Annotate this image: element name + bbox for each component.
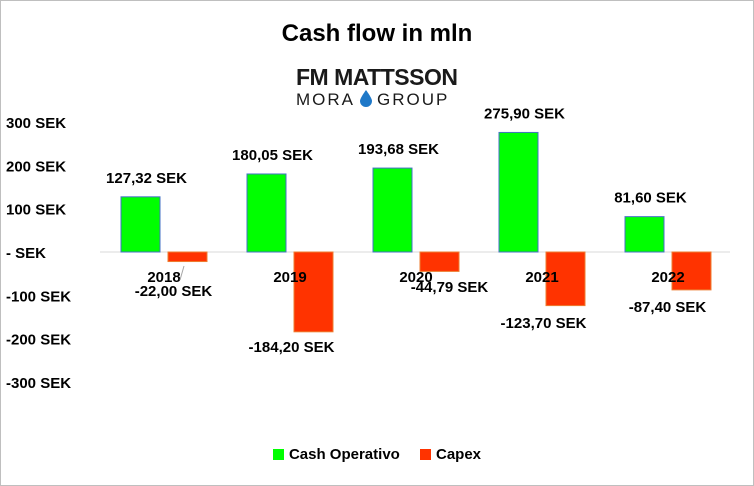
y-tick-label: 100 SEK [6, 202, 66, 219]
y-tick-label: 300 SEK [6, 115, 66, 132]
legend-swatch-cash-operativo [272, 449, 284, 460]
data-label-cash-operativo: 127,32 SEK [106, 170, 187, 187]
logo-group: GROUP [377, 90, 450, 109]
data-label-cash-operativo: 193,68 SEK [358, 141, 439, 158]
data-label-cash-operativo: 81,60 SEK [614, 190, 687, 207]
legend-label-capex: Capex [436, 446, 482, 463]
water-drop-icon [360, 90, 372, 112]
data-label-capex: -184,20 SEK [249, 339, 335, 356]
y-tick-label: -300 SEK [6, 375, 71, 392]
x-tick-label: 2018 [147, 269, 180, 286]
data-label-cash-operativo: 275,90 SEK [484, 105, 565, 122]
bar-cash-operativo [498, 131, 539, 253]
bar-capex [293, 251, 334, 333]
x-tick-label: 2019 [273, 269, 306, 286]
legend-item-capex: Capex [420, 446, 481, 463]
logo-mora: MORA [296, 90, 355, 109]
bar-cash-operativo [624, 216, 665, 253]
data-label-capex: -44,79 SEK [411, 279, 489, 296]
logo-name: FM MATTSSON [296, 64, 458, 90]
data-label-capex: -87,40 SEK [629, 299, 707, 316]
x-tick-label: 2020 [399, 269, 432, 286]
logo-subline: MORA GROUP [296, 90, 449, 112]
data-label-capex: -123,70 SEK [501, 315, 587, 332]
y-tick-label: -100 SEK [6, 288, 71, 305]
y-tick-label: -200 SEK [6, 332, 71, 349]
bar-cash-operativo [120, 196, 161, 253]
bar-cash-operativo [372, 167, 413, 253]
chart-title: Cash flow in mln [281, 20, 473, 47]
y-tick-label: 200 SEK [6, 158, 66, 175]
legend: Cash Operativo Capex [0, 446, 754, 464]
bar-capex [419, 251, 460, 272]
y-tick-label: - SEK [6, 245, 46, 262]
x-tick-label: 2022 [651, 269, 684, 286]
bar-capex [671, 251, 712, 291]
bar-capex [545, 251, 586, 307]
leader-line [179, 265, 185, 281]
legend-swatch-capex [420, 449, 431, 460]
legend-label-cash-operativo: Cash Operativo [288, 446, 400, 463]
bar-cash-operativo [246, 173, 287, 253]
data-label-cash-operativo: 180,05 SEK [232, 147, 313, 164]
x-tick-label: 2021 [525, 269, 558, 286]
legend-item-cash-operativo: Cash Operativo [272, 446, 400, 463]
bar-capex [167, 251, 208, 263]
data-label-capex: -22,00 SEK [135, 283, 213, 300]
